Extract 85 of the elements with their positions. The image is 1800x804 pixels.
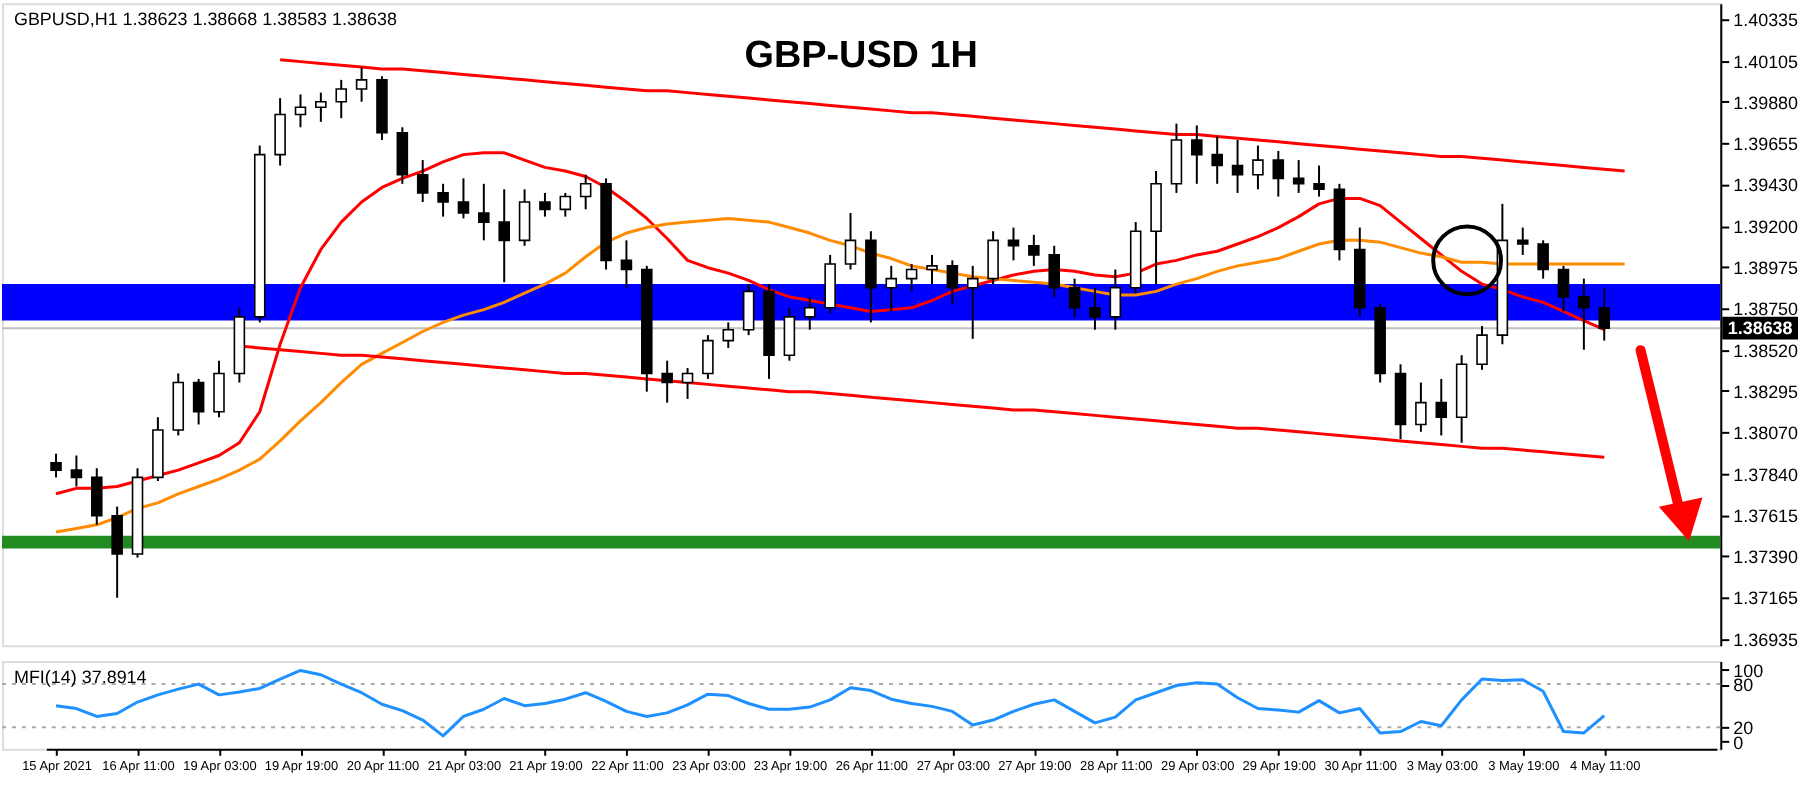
candlestick [1435,377,1448,437]
candlestick [844,211,857,271]
y-tick-label: 1.39430 [1733,174,1799,195]
y-tick-label: 1.39655 [1733,133,1799,154]
candlestick [213,359,225,419]
candlestick [111,505,123,599]
candlestick [457,177,470,220]
y-tick-label: 1.37840 [1733,464,1799,485]
candlestick [90,467,103,526]
candlestick [1313,164,1325,198]
candlestick [192,377,205,426]
candlestick [539,191,551,218]
candlestick [702,334,714,380]
candlestick [437,182,449,218]
candlestick [1231,139,1244,194]
candlestick [1516,226,1529,256]
y-tick-label: 1.37615 [1733,505,1799,526]
y-tick-label: 1.38070 [1733,422,1799,443]
y-tick-label: 100 [1733,660,1764,681]
candlestick [498,188,510,284]
candlestick [416,159,429,204]
candlestick [1150,170,1162,286]
text: GBP-USD 1H [744,35,978,78]
candlestick [1007,226,1020,262]
y-tick-label: 1.38295 [1733,381,1799,402]
candlestick [1537,239,1549,280]
y-tick-label: 1.38975 [1733,257,1799,278]
y-tick-label: 1.40335 [1733,9,1799,30]
candlestick [905,263,918,293]
candlestick [1028,233,1040,267]
candlestick [518,188,531,247]
annotation: GBPUSD,H1 1.38623 1.38668 1.38583 1.38638 [13,9,397,30]
candlestick [335,78,348,120]
y-tick-label: 1.37165 [1733,587,1799,608]
y-tick-label: 1.38750 [1733,298,1799,319]
candlestick [396,126,409,185]
y-tick-label: 1.40105 [1733,51,1799,72]
candlestick [1578,277,1590,351]
candlestick [1089,286,1101,331]
candlestick [70,454,83,488]
candlestick [885,264,898,313]
candlestick [1068,277,1081,318]
candlestick [1476,325,1488,371]
y-tick-label: 1.38520 [1733,340,1799,361]
candlestick [1415,381,1427,433]
candlestick [478,182,490,242]
candlestick [926,253,938,286]
candlestick [274,97,286,167]
candlestick [355,66,368,103]
candlestick [1272,149,1285,198]
y-tick-label: 1.36935 [1733,629,1799,650]
candlestick [1292,159,1305,194]
candlestick [579,173,592,211]
candlestick [987,230,999,286]
annotation: MFI(14) 37.8914 [13,667,147,688]
candlestick [315,91,327,123]
candlestick [1211,135,1223,185]
candlestick [1598,286,1611,342]
candlestick [966,264,979,340]
ref-line-label: 1.38638 [1727,318,1793,339]
candlestick [172,372,185,437]
candlestick [1252,144,1264,191]
candlestick [1557,264,1570,313]
candlestick [824,253,836,315]
candlestick [50,452,62,479]
candlestick [946,259,959,306]
candlestick [742,283,755,337]
candlestick [722,321,735,349]
candlestick [1191,124,1203,185]
candlestick [783,306,796,362]
candlestick [865,230,877,324]
candlestick [1170,122,1183,194]
y-tick-label: 1.37390 [1733,546,1799,567]
candlestick [294,93,307,129]
candlestick [620,239,633,289]
y-tick-label: 1.39200 [1733,216,1799,237]
y-tick-label: 1.39880 [1733,92,1799,113]
candlestick [559,191,572,218]
candlestick [152,416,164,483]
candlestick [803,295,816,331]
candlestick [1048,244,1060,298]
y-tick-label: 80 [1733,675,1754,696]
candlestick [661,359,673,404]
candlestick [1109,268,1122,331]
candlestick [681,366,694,400]
